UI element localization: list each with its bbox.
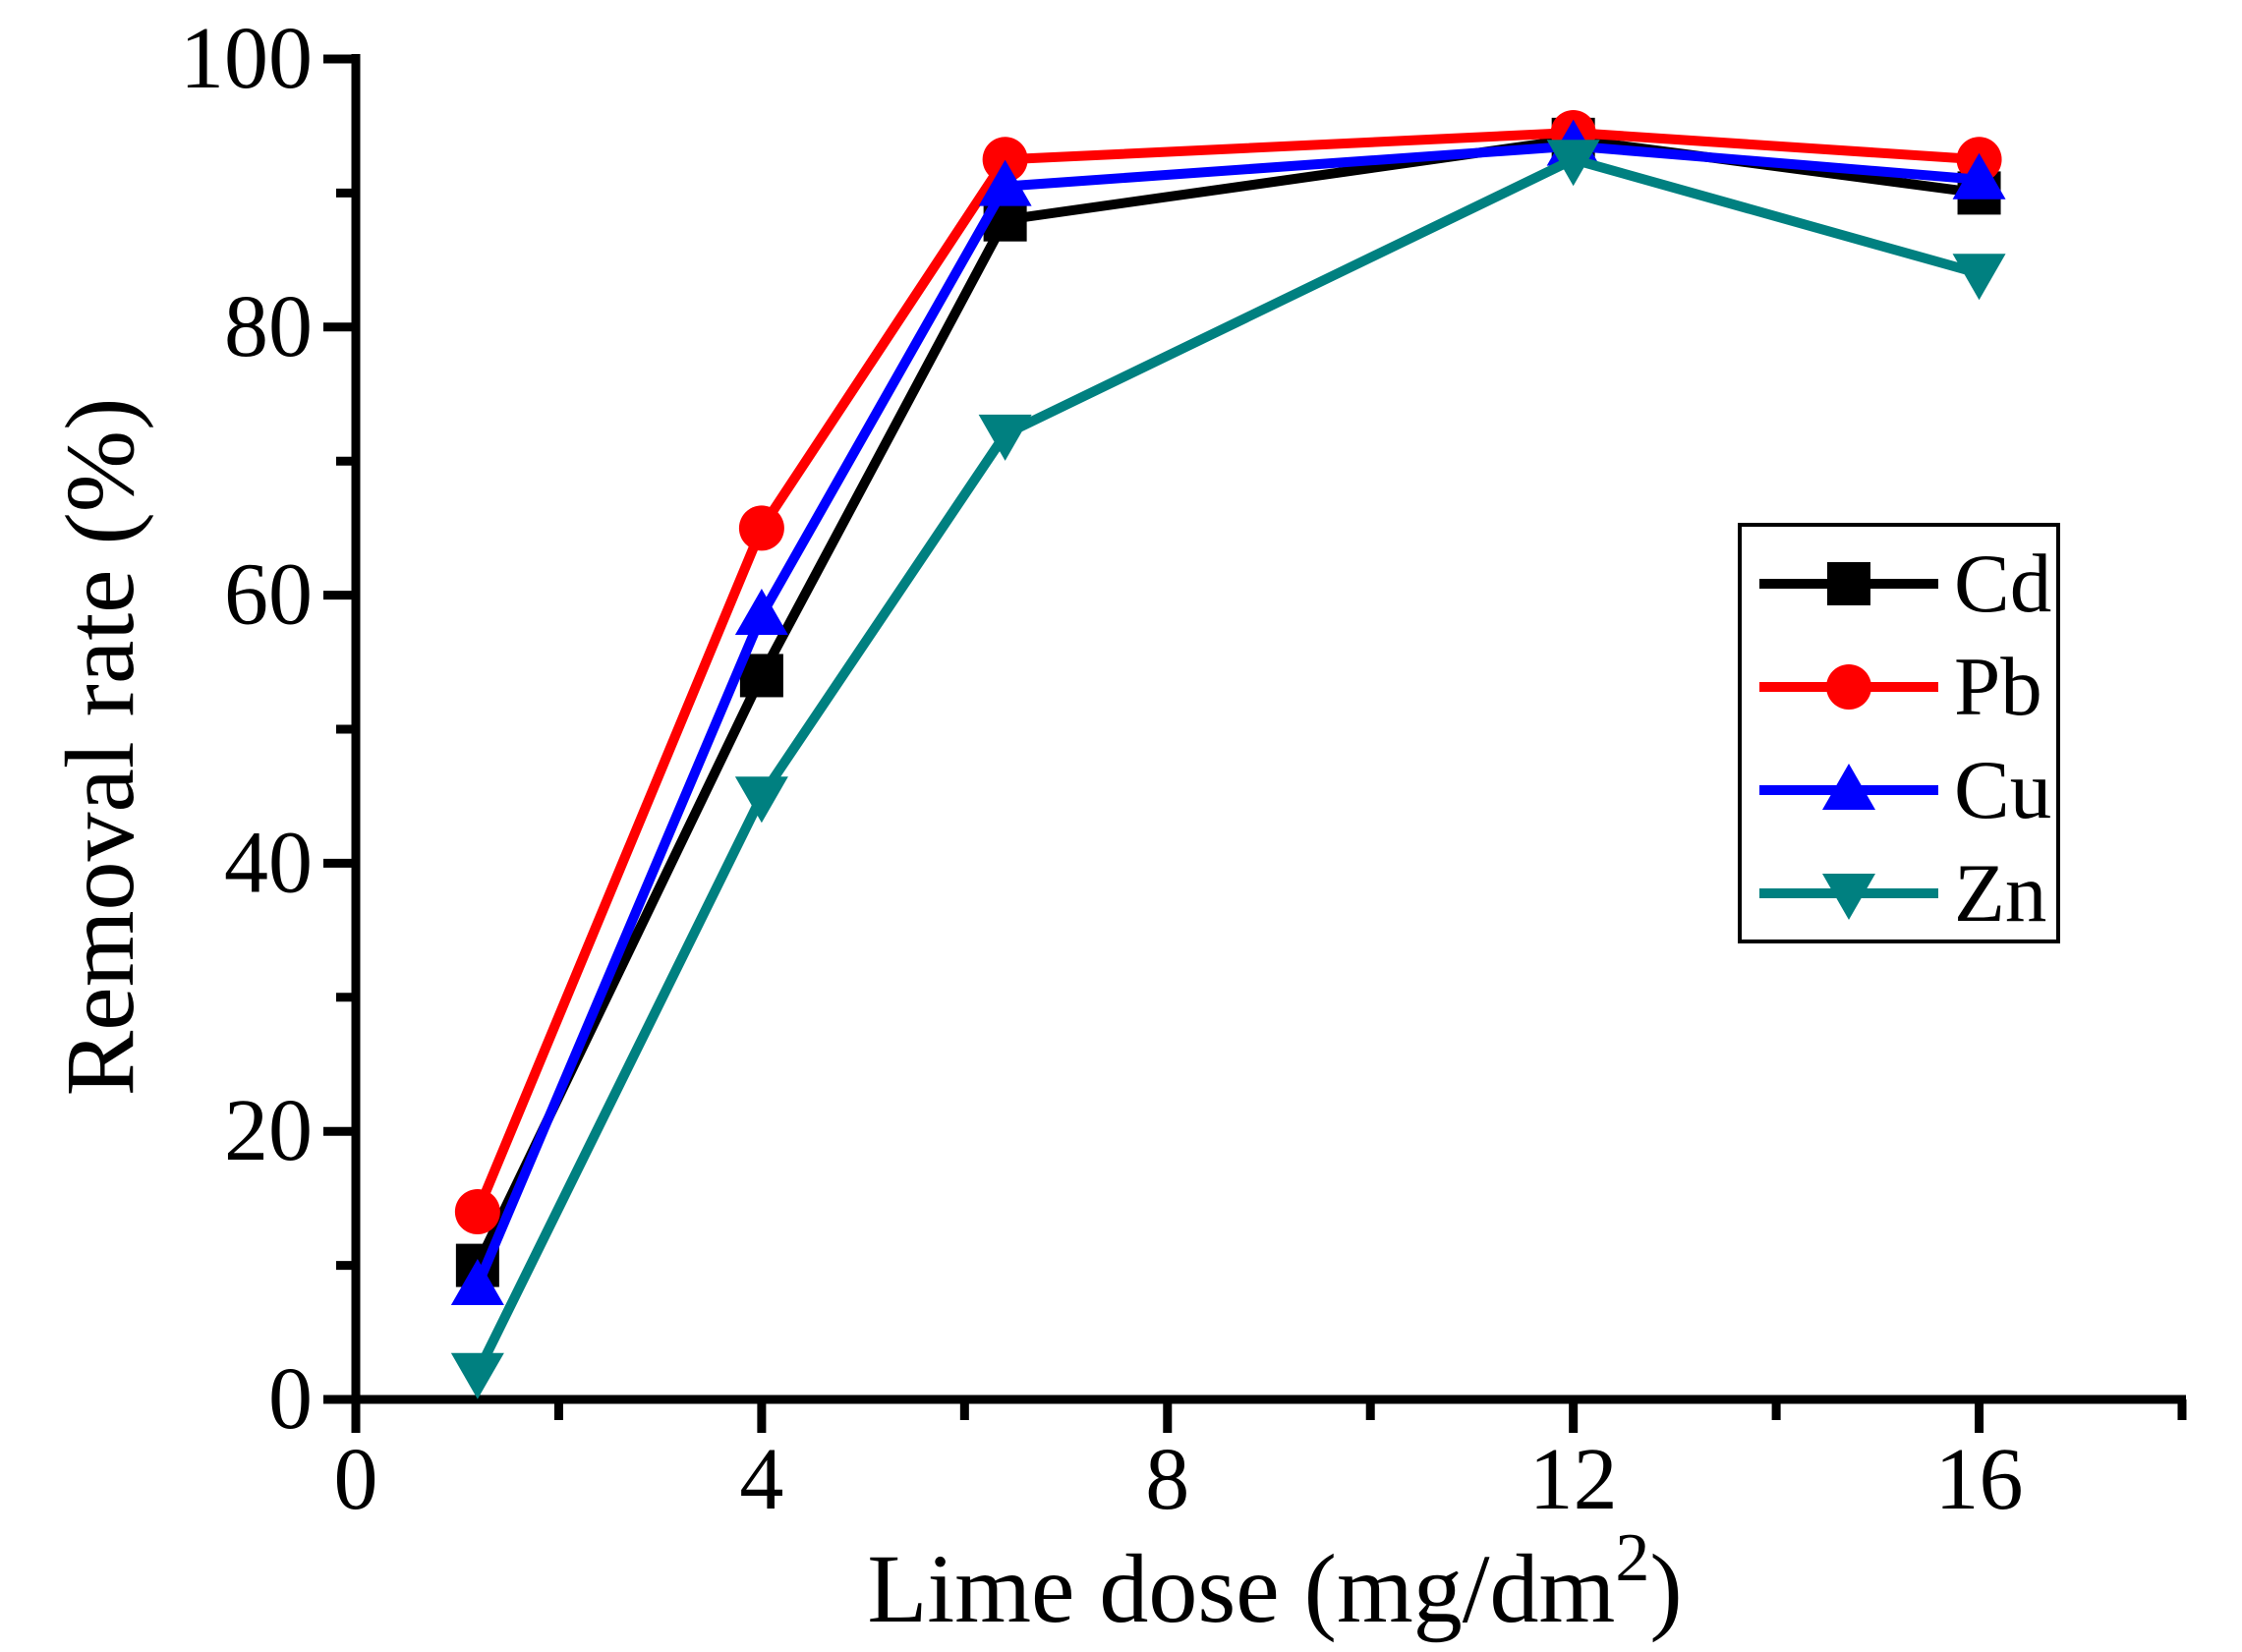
x-tick-label: 0 — [334, 1431, 378, 1528]
legend-label-Cu: Cu — [1954, 744, 2051, 836]
y-tick-label: 60 — [224, 546, 313, 644]
y-tick-label: 80 — [224, 278, 313, 375]
marker-Zn — [1546, 140, 1600, 187]
legend-marker-Cu — [1822, 764, 1875, 810]
marker-Zn — [978, 414, 1032, 461]
legend-label-Cd: Cd — [1954, 538, 2051, 630]
legend-label-Zn: Zn — [1954, 847, 2046, 940]
y-tick-label: 20 — [224, 1082, 313, 1179]
legend-marker-Pb — [1826, 664, 1871, 710]
x-axis-title: Lime dose (mg/dm2) — [867, 1520, 1682, 1643]
series — [450, 110, 2006, 1399]
marker-Zn — [1952, 254, 2006, 301]
marker-Cu — [1952, 152, 2006, 199]
marker-Pb — [738, 505, 784, 551]
x-tick-label: 16 — [1935, 1431, 2024, 1528]
legend-marker-Cd — [1827, 562, 1870, 605]
y-axis-title: Removal rate (%) — [45, 398, 154, 1097]
legend-box — [1738, 523, 2060, 943]
y-tick-label: 100 — [180, 10, 313, 107]
legend-entry-Cd: Cd — [1759, 538, 2051, 630]
marker-Cu — [450, 1259, 504, 1306]
marker-Zn — [450, 1352, 504, 1399]
marker-Pb — [454, 1189, 500, 1235]
marker-Cu — [734, 589, 788, 636]
legend-entry-Cu: Cu — [1759, 744, 2051, 836]
marker-Pb — [982, 137, 1028, 183]
legend-label-Pb: Pb — [1954, 641, 2042, 733]
marker-Cu — [978, 159, 1032, 206]
legend-entry-Zn: Zn — [1759, 847, 2046, 940]
legend-marker-Zn — [1822, 874, 1875, 920]
legend: Cd Pb Cu Zn — [1738, 523, 2060, 943]
series-Cu — [450, 119, 2006, 1306]
y-tick-label: 0 — [268, 1350, 313, 1448]
axes: 0 4 8 12 16 0 20 40 60 80 100 — [180, 10, 2187, 1528]
legend-entry-Pb: Pb — [1759, 641, 2042, 733]
x-tick-label: 12 — [1529, 1431, 1618, 1528]
marker-Zn — [734, 776, 788, 824]
x-tick-label: 8 — [1145, 1431, 1189, 1528]
x-tick-label: 4 — [739, 1431, 783, 1528]
series-Zn — [450, 140, 2006, 1399]
y-tick-label: 40 — [224, 814, 313, 911]
